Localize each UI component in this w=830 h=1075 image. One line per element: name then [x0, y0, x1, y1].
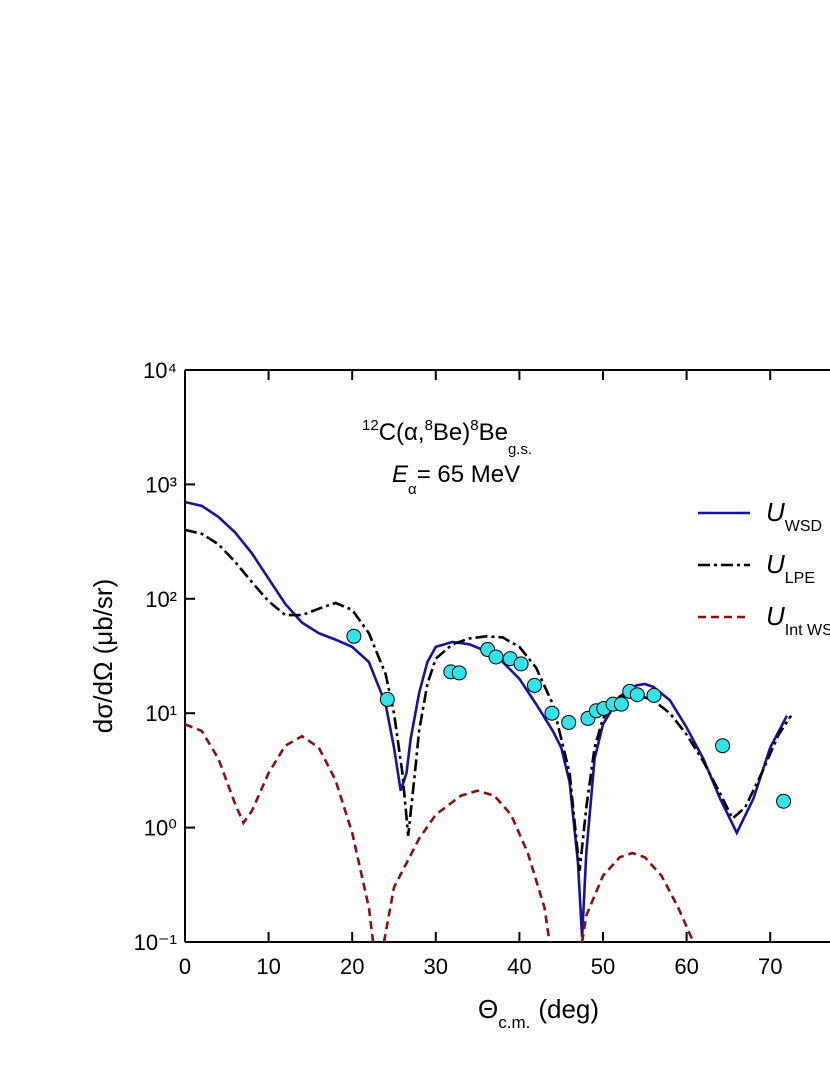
- legend-label: UInt WSD: [766, 601, 830, 639]
- x-tick-label: 50: [591, 954, 615, 979]
- x-tick-label: 20: [340, 954, 364, 979]
- x-axis-label: Θc.m. (deg): [478, 994, 599, 1032]
- data-point: [346, 628, 362, 644]
- x-label-part: Θ: [478, 994, 498, 1024]
- legend-label: UWSD: [766, 497, 822, 535]
- legend-label-part: Int WSD: [785, 622, 830, 639]
- data-point: [776, 793, 792, 809]
- legend-label: ULPE: [766, 549, 815, 587]
- y-tick-label: 10⁻¹: [134, 930, 177, 955]
- legend-label-part: WSD: [785, 518, 822, 535]
- energy-part: α: [408, 481, 417, 498]
- y-tick-label: 10²: [145, 587, 177, 612]
- energy-label: Eα= 65 MeV: [392, 461, 520, 498]
- y-tick-label: 10³: [145, 472, 177, 497]
- series-line: [185, 723, 695, 942]
- legend-label-part: U: [766, 601, 785, 631]
- data-point: [544, 705, 560, 721]
- energy-part: E: [392, 461, 409, 488]
- energy-part: = 65 MeV: [417, 461, 520, 488]
- legend-label-part: LPE: [785, 570, 815, 587]
- series-line: [185, 528, 793, 871]
- data-point: [488, 649, 504, 665]
- y-tick-label: 10⁰: [144, 816, 177, 841]
- x-tick-label: 70: [758, 954, 782, 979]
- reaction-part: g.s.: [508, 441, 532, 458]
- data-point: [379, 691, 395, 707]
- x-tick-label: 30: [424, 954, 448, 979]
- x-label-part: (deg): [538, 994, 599, 1024]
- plot-area: [185, 500, 793, 942]
- data-point: [715, 738, 731, 754]
- reaction-part: C(α,: [379, 419, 425, 446]
- reaction-part: 8: [470, 417, 478, 434]
- data-point: [646, 687, 662, 703]
- x-tick-label: 10: [256, 954, 280, 979]
- y-tick-label: 10¹: [145, 701, 177, 726]
- data-point: [629, 687, 645, 703]
- x-tick-label: 40: [507, 954, 531, 979]
- reaction-part: 8: [425, 417, 433, 434]
- data-point: [613, 696, 629, 712]
- data-point: [561, 714, 577, 730]
- legend-label-part: U: [766, 549, 785, 579]
- reaction-part: Be: [479, 419, 508, 446]
- data-point: [451, 665, 467, 681]
- data-point: [526, 677, 542, 693]
- reaction-label: 12C(α,8Be)8Beg.s.: [362, 417, 532, 458]
- reaction-part: 12: [362, 417, 379, 434]
- x-label-part: c.m.: [498, 1013, 530, 1032]
- legend-label-part: U: [766, 497, 785, 527]
- reaction-part: Be): [433, 419, 470, 446]
- x-tick-label: 60: [674, 954, 698, 979]
- x-tick-label: 0: [179, 954, 191, 979]
- y-tick-label: 10⁴: [143, 358, 177, 383]
- series-line: [185, 500, 789, 938]
- y-axis-label: dσ/dΩ (μb/sr): [88, 579, 118, 734]
- data-point: [513, 656, 529, 672]
